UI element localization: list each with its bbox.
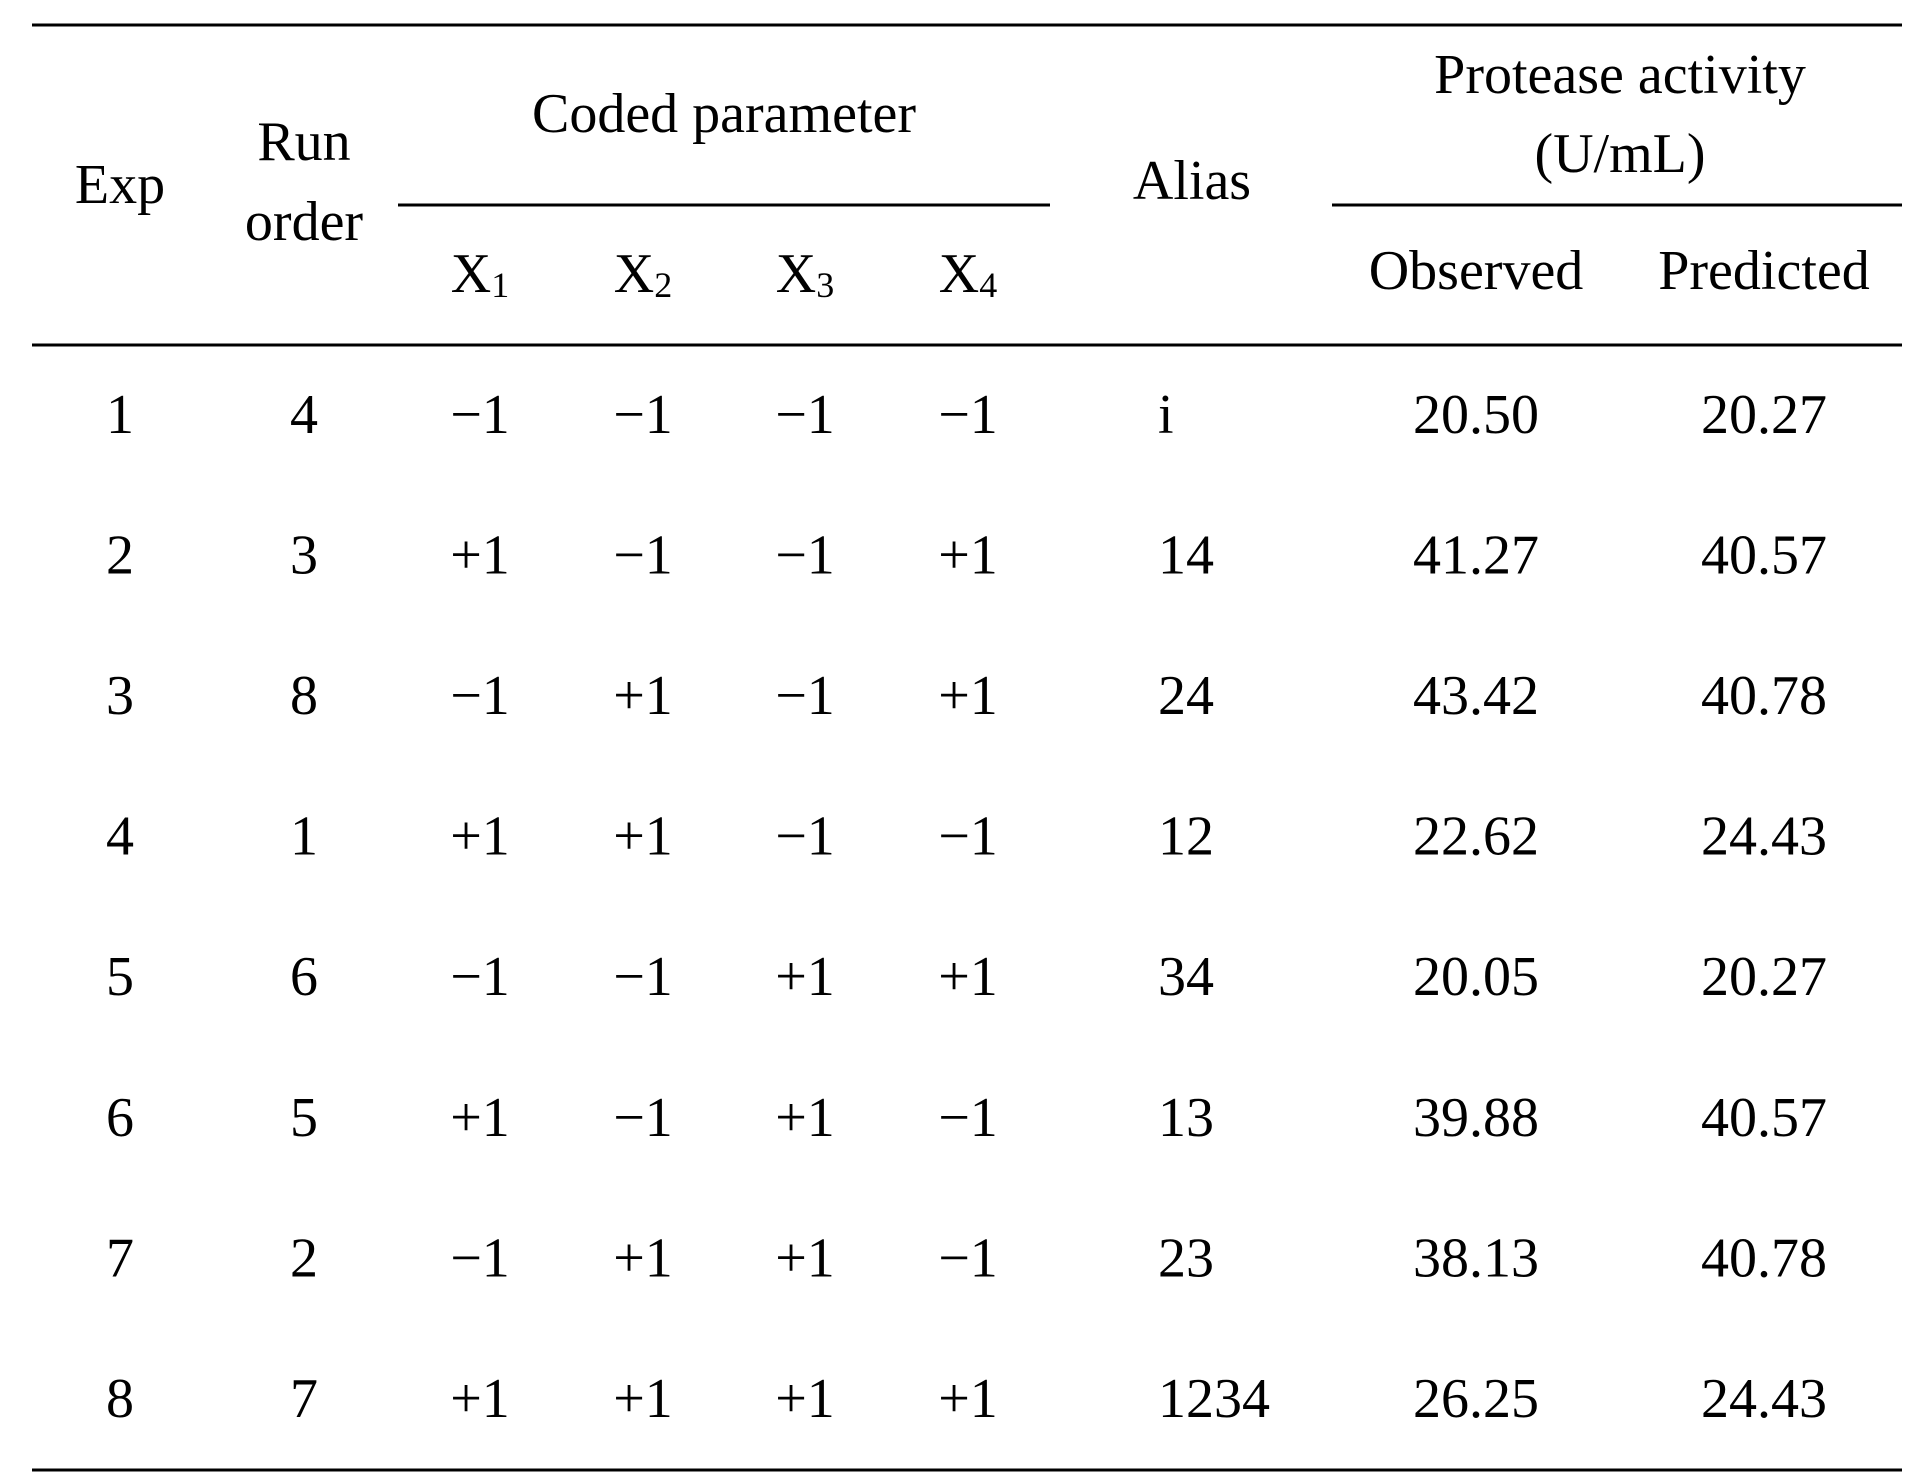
cell: 26.25: [1413, 1368, 1539, 1430]
cell: 40.78: [1701, 1227, 1827, 1289]
header-cell: X1: [451, 243, 509, 305]
header-cell: Alias: [1133, 150, 1251, 212]
cell: 24.43: [1701, 806, 1827, 868]
cell: 23: [1158, 1227, 1214, 1289]
cell: +1: [938, 946, 998, 1008]
cell: 20.05: [1413, 946, 1539, 1008]
header-cell: Coded parameter: [532, 83, 916, 145]
header-cell: X4: [939, 243, 997, 305]
cell: 38.13: [1413, 1227, 1539, 1289]
cell: 8: [290, 665, 318, 727]
cell: −1: [450, 384, 510, 446]
cell: +1: [775, 1227, 835, 1289]
cell: −1: [775, 524, 835, 586]
cell: 1: [106, 384, 134, 446]
cell: 6: [290, 946, 318, 1008]
header-cell: Protease activity: [1434, 44, 1806, 106]
cell: −1: [450, 1227, 510, 1289]
cell: +1: [775, 1368, 835, 1430]
cell: i: [1158, 384, 1174, 446]
cell: +1: [450, 806, 510, 868]
cell: −1: [450, 946, 510, 1008]
header-subscript: 4: [979, 265, 997, 305]
header-cell: X2: [614, 243, 672, 305]
cell: +1: [613, 1227, 673, 1289]
header-text: X: [451, 243, 491, 305]
header-cell: X3: [776, 243, 834, 305]
cell: −1: [613, 1087, 673, 1149]
cell: 8: [106, 1368, 134, 1430]
header-cell: order: [245, 191, 364, 253]
cell: +1: [775, 1087, 835, 1149]
header-cell: (U/mL): [1534, 123, 1705, 185]
cell: 34: [1158, 946, 1214, 1008]
cell: 2: [290, 1227, 318, 1289]
cell: 7: [290, 1368, 318, 1430]
cell: 2: [106, 524, 134, 586]
cell: +1: [938, 1368, 998, 1430]
cell: −1: [938, 806, 998, 868]
cell: 22.62: [1413, 806, 1539, 868]
cell: −1: [613, 384, 673, 446]
cell: 12: [1158, 806, 1214, 868]
cell: 14: [1158, 524, 1214, 586]
header-text: X: [939, 243, 979, 305]
cell: +1: [938, 524, 998, 586]
cell: 1: [290, 806, 318, 868]
header-text: X: [614, 243, 654, 305]
cell: 20.50: [1413, 384, 1539, 446]
cell: 40.57: [1701, 524, 1827, 586]
cell: −1: [613, 946, 673, 1008]
cell: +1: [613, 665, 673, 727]
cell: 41.27: [1413, 524, 1539, 586]
cell: −1: [775, 665, 835, 727]
cell: 3: [290, 524, 318, 586]
cell: +1: [613, 1368, 673, 1430]
cell: +1: [450, 1087, 510, 1149]
cell: −1: [775, 806, 835, 868]
cell: +1: [775, 946, 835, 1008]
cell: 20.27: [1701, 384, 1827, 446]
header-subscript: 1: [491, 265, 509, 305]
cell: 40.78: [1701, 665, 1827, 727]
cell: 40.57: [1701, 1087, 1827, 1149]
cell: 5: [290, 1087, 318, 1149]
cell: −1: [775, 384, 835, 446]
header-text: X: [776, 243, 816, 305]
cell: +1: [450, 524, 510, 586]
header-subscript: 3: [816, 265, 834, 305]
header-cell: Run: [257, 111, 350, 173]
cell: −1: [938, 1227, 998, 1289]
cell: 24: [1158, 665, 1214, 727]
cell: 13: [1158, 1087, 1214, 1149]
cell: +1: [613, 806, 673, 868]
cell: 39.88: [1413, 1087, 1539, 1149]
cell: 24.43: [1701, 1368, 1827, 1430]
header-cell: Exp: [75, 154, 165, 216]
cell: 6: [106, 1087, 134, 1149]
cell: 7: [106, 1227, 134, 1289]
cell: 3: [106, 665, 134, 727]
cell: +1: [450, 1368, 510, 1430]
header-cell: Predicted: [1658, 240, 1869, 302]
header-cell: Observed: [1369, 240, 1584, 302]
cell: −1: [938, 384, 998, 446]
cell: −1: [613, 524, 673, 586]
cell: −1: [938, 1087, 998, 1149]
cell: +1: [938, 665, 998, 727]
cell: 4: [106, 806, 134, 868]
header-subscript: 2: [654, 265, 672, 305]
cell: 1234: [1158, 1368, 1270, 1430]
cell: 5: [106, 946, 134, 1008]
cell: 4: [290, 384, 318, 446]
cell: −1: [450, 665, 510, 727]
cell: 20.27: [1701, 946, 1827, 1008]
cell: 43.42: [1413, 665, 1539, 727]
